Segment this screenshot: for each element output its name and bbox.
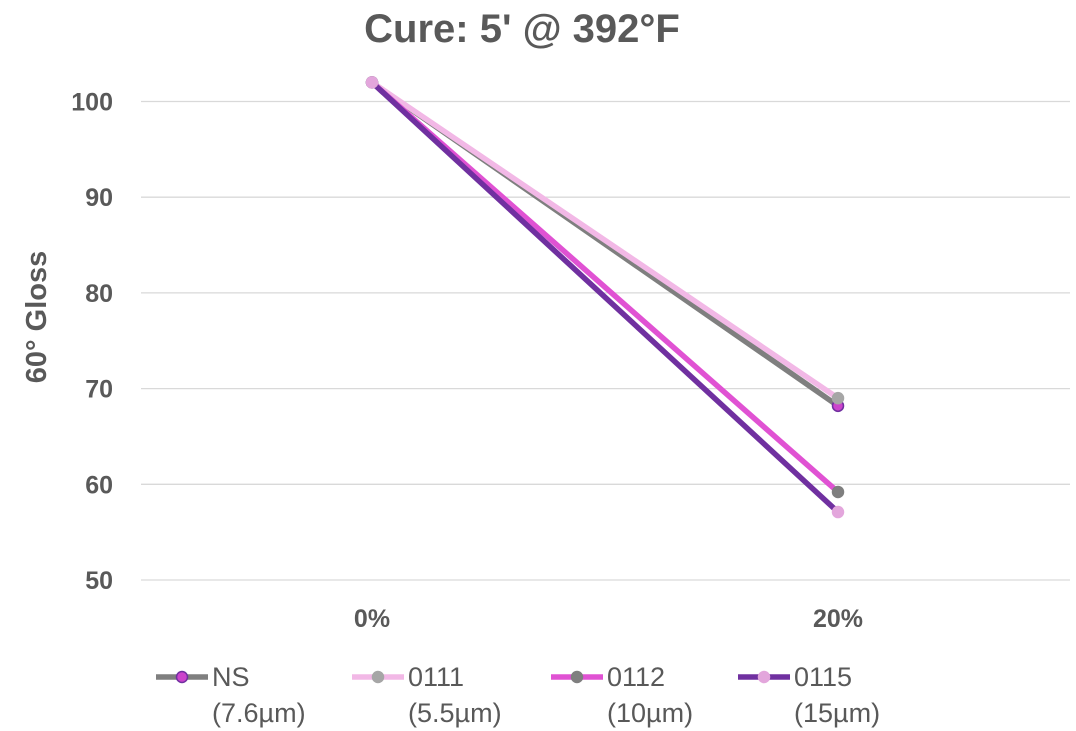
- legend-item: NS (7.6µm): [156, 662, 306, 728]
- legend-marker-swatch: [757, 670, 771, 684]
- y-tick-label: 50: [85, 567, 113, 595]
- legend-series-name: 0112: [607, 662, 665, 692]
- legend-series-name: 0115: [794, 662, 852, 692]
- data-point: [831, 505, 845, 519]
- chart-title: Cure: 5' @ 392°F: [364, 7, 680, 51]
- x-tick-labels: 0% 20%: [354, 605, 863, 633]
- y-tick-label: 80: [85, 280, 113, 308]
- data-point: [831, 391, 845, 405]
- data-point: [365, 76, 379, 89]
- series-line: [369, 79, 841, 515]
- legend-marker-swatch: [175, 670, 189, 684]
- legend-series-subname: (10µm): [607, 698, 693, 728]
- data-point: [831, 485, 845, 499]
- y-tick-labels: 50 60 70 80 90 100: [71, 89, 113, 596]
- x-tick-label: 0%: [354, 605, 390, 633]
- legend-marker-swatch: [570, 670, 584, 684]
- legend-series-subname: (15µm): [794, 698, 880, 728]
- series-0111: [369, 79, 841, 401]
- legend-series-subname: (5.5µm): [408, 698, 502, 728]
- markers-0115: [365, 76, 845, 519]
- gridlines: [141, 100, 1070, 581]
- legend-marker-swatch: [371, 670, 385, 684]
- y-tick-label: 70: [85, 376, 113, 404]
- legend-item: 0112 (10µm): [551, 662, 693, 728]
- y-tick-label: 90: [85, 184, 113, 212]
- legend-series-name: 0111: [408, 662, 464, 692]
- legend: NS (7.6µm) 0111 (5.5µm) 0112 (10µm) 0115 (15µm): [156, 662, 880, 728]
- y-tick-label: 60: [85, 471, 113, 499]
- x-tick-label: 20%: [813, 605, 863, 633]
- series-line: [369, 79, 841, 401]
- series-lines: [365, 76, 845, 519]
- y-tick-label: 100: [71, 89, 113, 117]
- series-0115: [369, 79, 841, 515]
- legend-series-subname: (7.6µm): [212, 698, 306, 728]
- legend-item: 0115 (15µm): [738, 662, 880, 728]
- y-axis-title: 60° Gloss: [21, 251, 53, 384]
- legend-item: 0111 (5.5µm): [352, 662, 502, 728]
- legend-series-name: NS: [212, 662, 250, 692]
